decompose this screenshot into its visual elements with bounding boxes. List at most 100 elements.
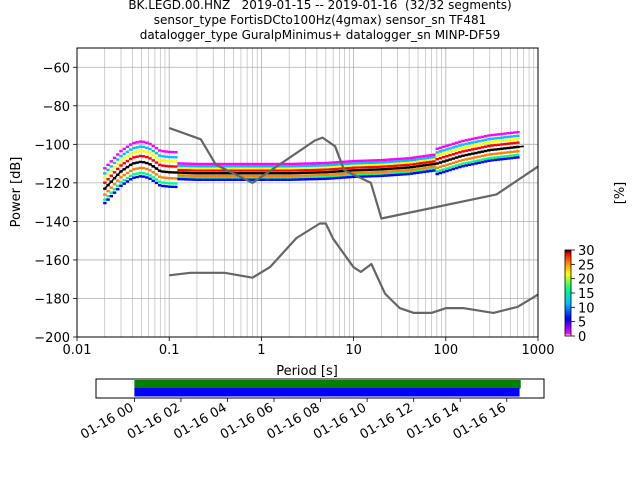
heatmap-cell: [112, 182, 117, 186]
heatmap-cell: [287, 178, 291, 181]
heatmap-cell: [206, 167, 210, 170]
heatmap-cell: [119, 164, 123, 167]
heatmap-cell: [245, 177, 249, 180]
heatmap-cell: [109, 191, 114, 194]
heatmap-cell: [425, 161, 430, 164]
heatmap-cell: [332, 177, 336, 180]
heatmap-cell: [116, 167, 120, 171]
heatmap-cell: [254, 167, 259, 170]
heatmap-cell: [345, 174, 349, 178]
heatmap-cell: [106, 163, 110, 167]
y-tick-label: −60: [43, 61, 70, 76]
heatmap-cell: [406, 172, 410, 176]
heatmap-cell: [293, 166, 297, 170]
heatmap-cell: [199, 177, 204, 180]
heatmap-cell: [393, 160, 397, 163]
heatmap-cell: [245, 162, 249, 166]
heatmap-cell: [341, 160, 346, 163]
heatmap-cell: [435, 147, 439, 150]
heatmap-cell: [496, 136, 501, 140]
heatmap-cell: [290, 166, 294, 170]
heatmap-cell: [145, 141, 149, 144]
heatmap-cell: [103, 198, 107, 201]
heatmap-cell: [351, 175, 356, 179]
heatmap-cell: [316, 176, 320, 179]
heatmap-cell: [412, 170, 417, 173]
heatmap-cell: [280, 169, 285, 172]
heatmap-cell: [264, 169, 268, 172]
heatmap-cell: [116, 158, 120, 161]
heatmap-cell: [445, 144, 449, 147]
heatmap-cell: [335, 175, 339, 178]
heatmap-cell: [154, 181, 159, 185]
heatmap-cell: [358, 163, 362, 167]
heatmap-cell: [322, 161, 326, 165]
heatmap-cell: [396, 161, 401, 165]
heatmap-cell: [148, 152, 152, 155]
heatmap-cell: [377, 170, 381, 174]
chart-title-line-2: sensor_type FortisDCto100Hz(4gmax) senso…: [153, 13, 487, 27]
heatmap-cell: [403, 163, 407, 167]
heatmap-cell: [119, 176, 123, 179]
heatmap-cell: [264, 167, 268, 170]
heatmap-cell: [151, 171, 155, 174]
heatmap-cell: [106, 189, 110, 193]
heatmap-cell: [106, 168, 110, 172]
heatmap-cell: [332, 163, 336, 166]
time-tick-label: 01-16 16: [451, 400, 509, 442]
heatmap-cell: [303, 178, 307, 181]
heatmap-cell: [393, 169, 397, 173]
heatmap-cell: [177, 168, 181, 172]
heatmap-cell: [390, 173, 394, 177]
heatmap-cell: [251, 169, 255, 172]
heatmap-cell: [370, 159, 375, 162]
heatmap-cell: [512, 138, 517, 141]
heatmap-cell: [322, 173, 326, 177]
heatmap-cell: [296, 176, 301, 180]
heatmap-cell: [329, 175, 333, 179]
heatmap-cell: [387, 158, 391, 161]
heatmap-cell: [167, 177, 172, 180]
heatmap-cell: [267, 178, 272, 181]
heatmap-cell: [238, 177, 243, 180]
heatmap-cell: [345, 162, 349, 166]
heatmap-cell: [445, 148, 449, 151]
heatmap-cell: [190, 174, 194, 177]
heatmap-cell: [493, 158, 498, 162]
heatmap-cell: [112, 188, 117, 191]
heatmap-cell: [158, 149, 162, 152]
heatmap-cell: [406, 163, 410, 167]
heatmap-cell: [329, 163, 333, 167]
heatmap-cell: [187, 178, 191, 181]
heatmap-cell: [312, 168, 317, 172]
heatmap-cell: [393, 164, 397, 167]
heatmap-cell: [406, 169, 410, 172]
heatmap-cell: [358, 161, 362, 165]
heatmap-cell: [245, 165, 249, 168]
plot-grid: [76, 48, 538, 338]
heatmap-cell: [122, 152, 126, 156]
heatmap-cell: [112, 191, 117, 194]
heatmap-cell: [174, 185, 178, 189]
heatmap-cell: [416, 167, 420, 171]
heatmap-cell: [187, 176, 191, 180]
heatmap-cell: [493, 133, 498, 136]
heatmap-cell: [109, 174, 114, 177]
heatmap-cell: [303, 174, 307, 177]
heatmap-cell: [190, 166, 194, 170]
heatmap-cell: [177, 177, 181, 181]
heatmap-cell: [403, 157, 407, 160]
heatmap-cell: [493, 140, 498, 143]
heatmap-cell: [225, 162, 230, 166]
heatmap-cell: [225, 174, 230, 178]
heatmap-cell: [293, 162, 297, 166]
heatmap-cell: [180, 168, 185, 172]
heatmap-cell: [132, 156, 136, 159]
heatmap-cell: [451, 161, 456, 165]
heatmap-cell: [248, 162, 252, 166]
heatmap-cell: [471, 148, 475, 151]
heatmap-cell: [128, 143, 133, 146]
heatmap-cell: [483, 135, 488, 138]
heatmap-cell: [222, 174, 226, 178]
heatmap-cell: [451, 165, 456, 168]
